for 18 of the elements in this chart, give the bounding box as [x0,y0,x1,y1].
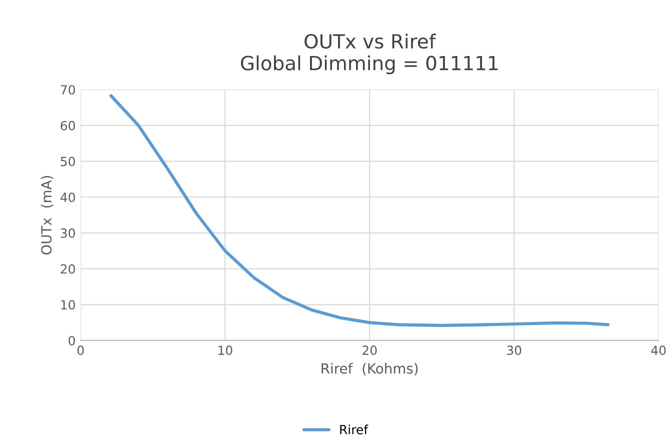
y-tick-label: 50 [60,156,75,166]
y-tick-label: 10 [61,300,75,310]
x-tick-label: 40 [651,346,666,356]
y-tick-label: 20 [60,264,75,274]
legend-label: Riref [340,424,368,434]
x-axis-title: Riref (Kohms) [322,362,418,376]
x-tick-label: 0 [77,346,84,356]
x-tick-label: 10 [218,346,232,356]
y-tick-label: 40 [60,192,75,202]
y-tick-label: 0 [68,336,75,346]
x-tick-label: 20 [362,346,377,356]
y-axis-title: OUTx (mA) [40,176,54,255]
y-tick-label: 30 [60,228,75,238]
y-tick-label: 60 [60,120,75,130]
chart-title: OUTx vs Riref Global Dimming = 011111 [240,34,498,74]
line-series [109,94,610,327]
x-tick-label: 30 [507,346,522,356]
y-tick-label: 70 [60,85,75,95]
